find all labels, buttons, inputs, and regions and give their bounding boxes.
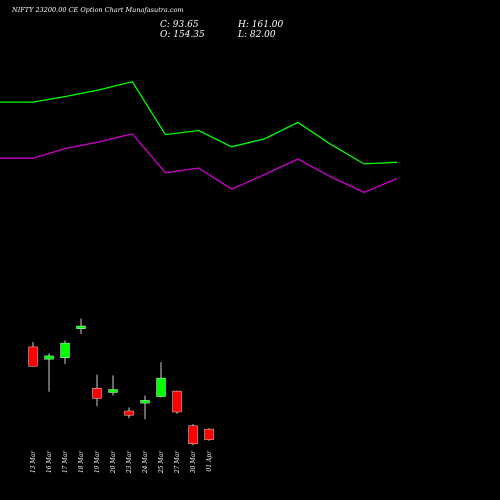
candle-body: [28, 346, 38, 367]
candle: [172, 390, 182, 414]
upper-band-line: [0, 80, 398, 165]
candle: [188, 424, 198, 446]
close-value: C: 93.65: [160, 20, 199, 30]
band-layer: [0, 80, 398, 194]
x-tick-label: 24 Mar: [142, 450, 149, 474]
high-value: H: 161.00: [237, 20, 284, 30]
candle: [28, 342, 38, 367]
candle: [76, 318, 86, 334]
candle-body: [124, 410, 134, 416]
candle-body: [140, 400, 150, 404]
low-value: L: 82.00: [237, 30, 276, 40]
candle: [140, 395, 150, 420]
x-tick-label: 20 Mar: [110, 450, 117, 474]
candle-body: [108, 389, 118, 393]
candle: [156, 362, 166, 398]
candle-body: [172, 390, 182, 413]
x-tick-label: 30 Mar: [190, 450, 197, 473]
candle: [44, 353, 54, 392]
open-value: O: 154.35: [160, 30, 205, 40]
x-tick-layer: 13 Mar 16 Mar 17 Mar 18 Mar 19 Mar 20 Mar 23 M…: [30, 450, 213, 474]
x-tick-label: 01 Apr: [206, 450, 213, 472]
candle: [108, 375, 118, 396]
x-tick-label: 23 Mar: [126, 450, 133, 474]
x-tick-label: 19 Mar: [94, 450, 101, 473]
candle-body: [60, 342, 70, 358]
candle-body: [156, 377, 166, 397]
x-tick-label: 25 Mar: [158, 450, 165, 474]
candle-body: [76, 325, 86, 329]
x-tick-label: 27 Mar: [174, 450, 181, 474]
candle-body: [204, 428, 214, 440]
x-tick-label: 16 Mar: [46, 450, 53, 473]
candle: [124, 407, 134, 419]
lower-band-line: [0, 133, 398, 194]
candle-layer: [28, 318, 214, 446]
candle-body: [92, 388, 102, 399]
x-tick-label: 13 Mar: [30, 450, 37, 473]
x-tick-label: 17 Mar: [62, 450, 69, 473]
candle-body: [44, 355, 54, 360]
candle-body: [188, 425, 198, 444]
chart-title: NIFTY 23200.00 CE Option Chart Munafasut…: [11, 6, 184, 14]
candle: [204, 428, 214, 441]
candle: [92, 374, 102, 407]
candle: [60, 340, 70, 364]
x-tick-label: 18 Mar: [78, 450, 85, 473]
